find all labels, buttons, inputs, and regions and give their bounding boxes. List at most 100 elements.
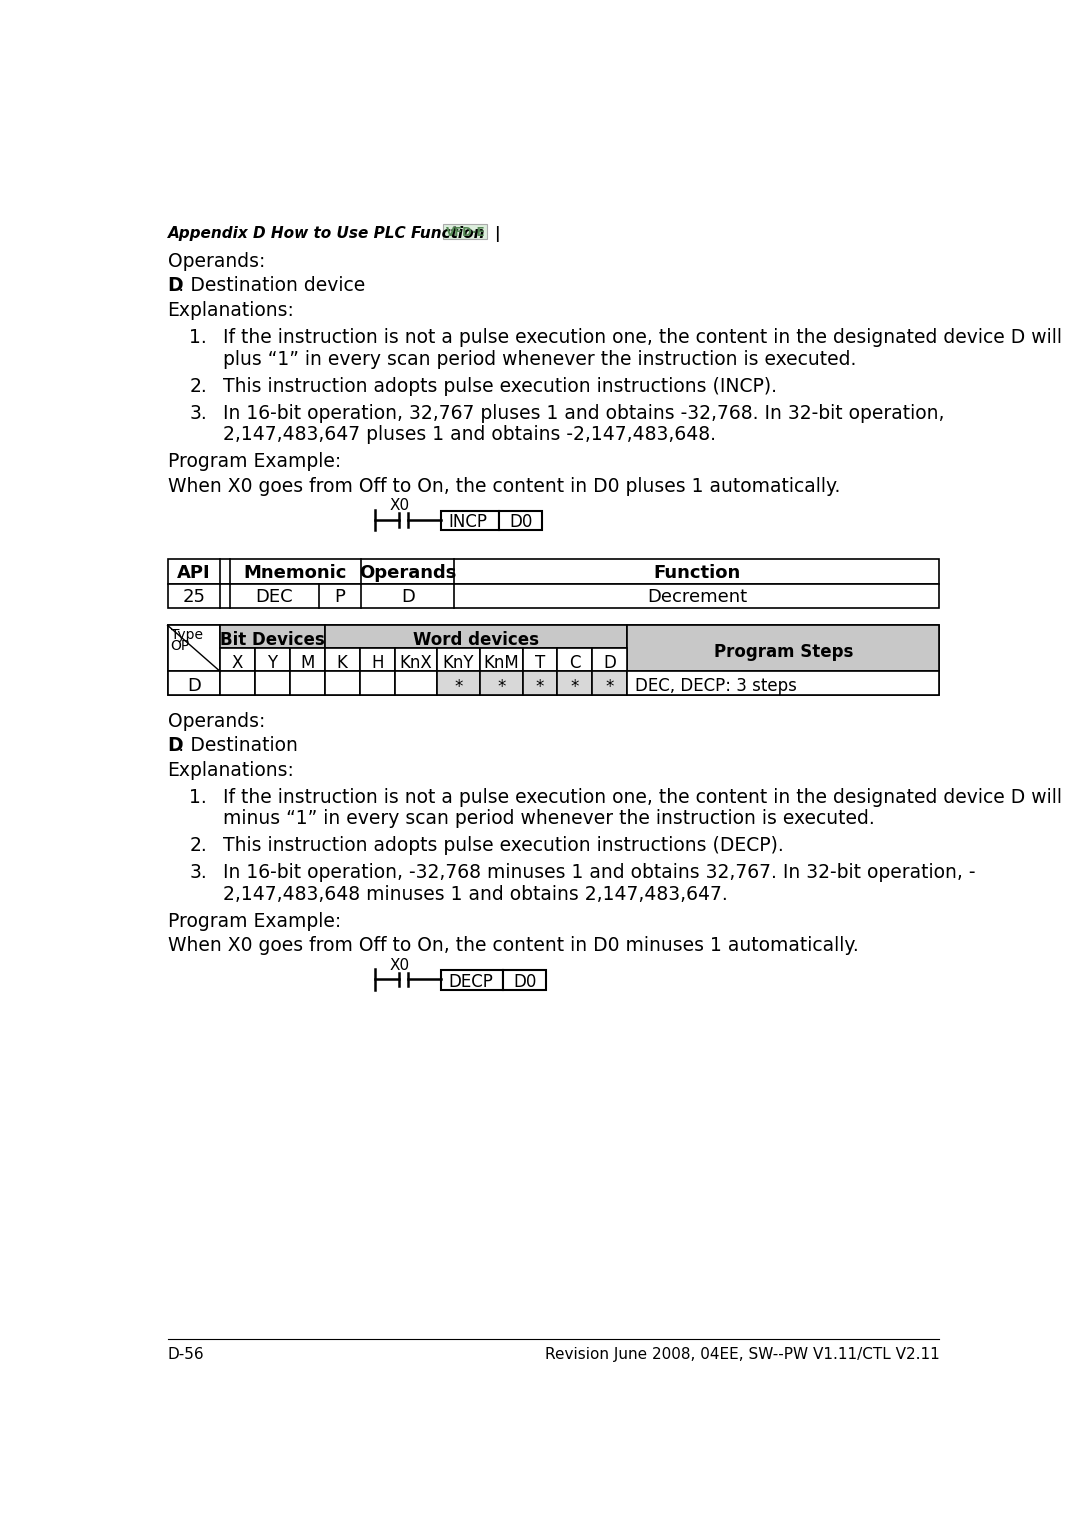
Text: 2.: 2. [189,836,207,856]
Bar [325,626,627,649]
Text: DEC: DEC [255,589,293,606]
Text: VFD·E: VFD·E [446,225,485,239]
Text: X0: X0 [389,499,409,514]
Text: X: X [232,653,243,672]
Text: D0: D0 [513,973,537,991]
Text: When X0 goes from Off to On, the content in D0 pluses 1 automatically.: When X0 goes from Off to On, the content… [167,477,840,495]
Bar [220,626,325,649]
Text: plus “1” in every scan period whenever the instruction is executed.: plus “1” in every scan period whenever t… [224,350,856,368]
Text: 2,147,483,647 pluses 1 and obtains -2,147,483,648.: 2,147,483,647 pluses 1 and obtains -2,14… [224,425,716,443]
Text: K: K [337,653,348,672]
Text: Function: Function [653,563,741,581]
Text: : Destination device: : Destination device [178,276,366,296]
Text: If the instruction is not a pulse execution one, the content in the designated d: If the instruction is not a pulse execut… [224,788,1063,807]
Text: 25: 25 [183,589,205,606]
Bar [167,626,940,695]
Text: C: C [569,653,581,672]
Text: *: * [570,678,579,695]
Text: When X0 goes from Off to On, the content in D0 minuses 1 automatically.: When X0 goes from Off to On, the content… [167,936,859,956]
Bar [480,649,523,672]
Text: Program Steps: Program Steps [714,643,853,661]
Text: Explanations:: Explanations: [167,301,295,321]
Bar [255,672,291,695]
Text: DEC, DECP: 3 steps: DEC, DECP: 3 steps [635,676,797,695]
Text: Operands: Operands [360,563,457,581]
Text: D: D [167,736,184,755]
Bar [167,626,220,672]
Text: KnY: KnY [443,653,474,672]
Bar [592,672,627,695]
Text: KnM: KnM [484,653,519,672]
Text: OP: OP [171,640,190,653]
Text: 1.: 1. [189,788,207,807]
Text: 3.: 3. [189,403,207,422]
Text: Program Example:: Program Example: [167,911,341,931]
Text: *: * [497,678,505,695]
Text: minus “1” in every scan period whenever the instruction is executed.: minus “1” in every scan period whenever … [224,810,875,828]
Bar [220,672,255,695]
Bar [220,649,255,672]
Bar [360,649,394,672]
Bar [167,672,220,695]
Text: Operands:: Operands: [167,712,265,730]
Bar [325,649,360,672]
Text: *: * [536,678,544,695]
Bar [325,672,360,695]
Bar [480,672,523,695]
Text: P: P [335,589,346,606]
Text: 2,147,483,648 minuses 1 and obtains 2,147,483,647.: 2,147,483,648 minuses 1 and obtains 2,14… [224,885,728,904]
Text: Bit Devices: Bit Devices [220,630,325,649]
Text: DECP: DECP [448,973,492,991]
Text: Decrement: Decrement [647,589,747,606]
Text: 2.: 2. [189,376,207,396]
Text: API: API [177,563,211,581]
Text: : Destination: : Destination [178,736,298,755]
Text: D-56: D-56 [167,1347,204,1362]
Bar [291,649,325,672]
Text: T: T [535,653,545,672]
Text: Appendix D How to Use PLC Function  |: Appendix D How to Use PLC Function | [167,227,501,242]
Bar [523,649,557,672]
Bar [557,649,592,672]
Text: Explanations:: Explanations: [167,761,295,779]
Bar [499,511,542,529]
Bar [291,672,325,695]
Bar [394,649,437,672]
Bar [503,969,545,989]
Bar [523,672,557,695]
Text: This instruction adopts pulse execution instructions (DECP).: This instruction adopts pulse execution … [224,836,784,856]
Text: In 16-bit operation, -32,768 minuses 1 and obtains 32,767. In 32-bit operation, : In 16-bit operation, -32,768 minuses 1 a… [224,864,976,882]
Text: Type: Type [171,629,203,643]
Text: D: D [187,676,201,695]
Text: D: D [167,276,184,296]
Text: Y: Y [268,653,278,672]
Text: Revision June 2008, 04EE, SW--PW V1.11/CTL V2.11: Revision June 2008, 04EE, SW--PW V1.11/C… [544,1347,940,1362]
Text: Operands:: Operands: [167,252,265,272]
Bar [441,511,499,529]
Text: KnX: KnX [400,653,432,672]
Bar [444,224,487,239]
Bar [627,626,940,672]
Text: Program Example:: Program Example: [167,453,341,471]
Bar [167,558,940,584]
Bar [360,672,394,695]
Text: In 16-bit operation, 32,767 pluses 1 and obtains -32,768. In 32-bit operation,: In 16-bit operation, 32,767 pluses 1 and… [224,403,945,422]
Bar [255,649,291,672]
Text: *: * [455,678,462,695]
Bar [557,672,592,695]
Text: D: D [604,653,616,672]
Text: 3.: 3. [189,864,207,882]
Text: D0: D0 [510,512,532,531]
Bar [592,649,627,672]
Bar [437,672,480,695]
Text: X0: X0 [389,957,409,973]
Text: 1.: 1. [189,328,207,347]
Text: INCP: INCP [449,512,488,531]
Text: H: H [370,653,383,672]
Bar [437,649,480,672]
Text: Mnemonic: Mnemonic [244,563,347,581]
Bar [167,584,940,609]
Bar [627,672,940,695]
Bar [394,672,437,695]
Text: If the instruction is not a pulse execution one, the content in the designated d: If the instruction is not a pulse execut… [224,328,1063,347]
